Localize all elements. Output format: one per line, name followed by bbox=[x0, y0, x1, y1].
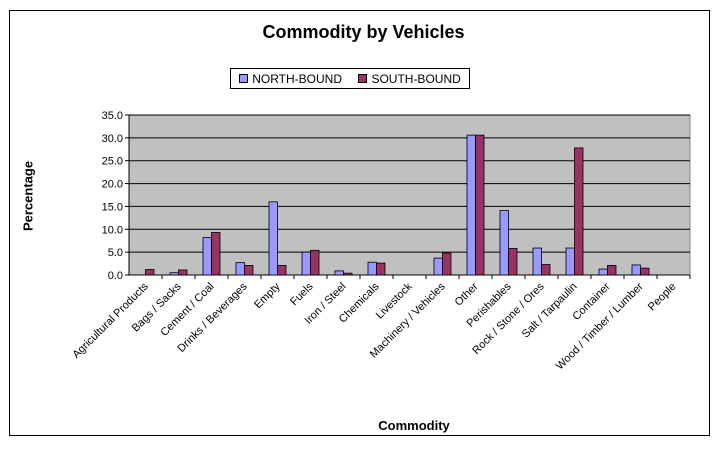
y-tick-label: 20.0 bbox=[102, 179, 123, 191]
x-axis-label: Commodity bbox=[378, 418, 450, 433]
legend-label-south: SOUTH-BOUND bbox=[371, 71, 461, 86]
y-tick-label: 35.0 bbox=[102, 110, 123, 122]
legend-swatch-south bbox=[358, 74, 368, 83]
legend-swatch-north bbox=[239, 74, 249, 83]
y-tick-label: 25.0 bbox=[102, 156, 123, 168]
y-tick-label: 5.0 bbox=[108, 247, 123, 259]
bar-north-bound bbox=[367, 261, 377, 276]
bar-south-bound bbox=[376, 262, 386, 276]
bar-north-bound bbox=[202, 237, 212, 276]
bar-south-bound bbox=[211, 232, 221, 276]
bar-south-bound bbox=[574, 147, 584, 276]
bar-south-bound bbox=[607, 264, 617, 276]
x-tick-label: People bbox=[646, 281, 679, 314]
x-tick-label: Empty bbox=[252, 280, 283, 311]
bar-south-bound bbox=[508, 248, 518, 276]
bar-north-bound bbox=[301, 251, 311, 276]
y-tick-label: 30.0 bbox=[102, 133, 123, 145]
bar-south-bound bbox=[541, 264, 551, 276]
legend-item-south: SOUTH-BOUND bbox=[358, 71, 461, 86]
x-tick-label: Other bbox=[453, 280, 481, 308]
y-tick-label: 0.0 bbox=[108, 270, 123, 282]
bar-south-bound bbox=[244, 264, 254, 276]
plot-background bbox=[128, 114, 691, 276]
x-tick-label: Fuels bbox=[288, 280, 316, 308]
legend-label-north: NORTH-BOUND bbox=[252, 71, 342, 86]
bar-north-bound bbox=[532, 247, 542, 276]
bar-south-bound bbox=[277, 264, 287, 276]
bar-north-bound bbox=[499, 210, 509, 276]
bar-north-bound bbox=[334, 270, 344, 276]
bar-south-bound bbox=[442, 252, 452, 276]
bar-north-bound bbox=[169, 272, 179, 276]
bar-south-bound bbox=[640, 267, 650, 276]
bar-north-bound bbox=[598, 268, 608, 276]
legend: NORTH-BOUND SOUTH-BOUND bbox=[230, 68, 470, 89]
bar-north-bound bbox=[466, 134, 476, 276]
bar-north-bound bbox=[433, 257, 443, 276]
bar-north-bound bbox=[565, 247, 575, 276]
bar-south-bound bbox=[178, 269, 188, 276]
bar-north-bound bbox=[631, 264, 641, 276]
legend-item-north: NORTH-BOUND bbox=[239, 72, 342, 86]
y-tick-label: 10.0 bbox=[102, 224, 123, 236]
y-tick-label: 15.0 bbox=[102, 201, 123, 213]
bar-north-bound bbox=[235, 262, 245, 276]
chart-title: Commodity by Vehicles bbox=[262, 22, 465, 42]
bar-south-bound bbox=[310, 249, 320, 276]
bar-south-bound bbox=[475, 134, 485, 276]
bar-north-bound bbox=[268, 201, 278, 276]
bar-south-bound bbox=[343, 272, 353, 276]
bar-south-bound bbox=[145, 269, 155, 276]
